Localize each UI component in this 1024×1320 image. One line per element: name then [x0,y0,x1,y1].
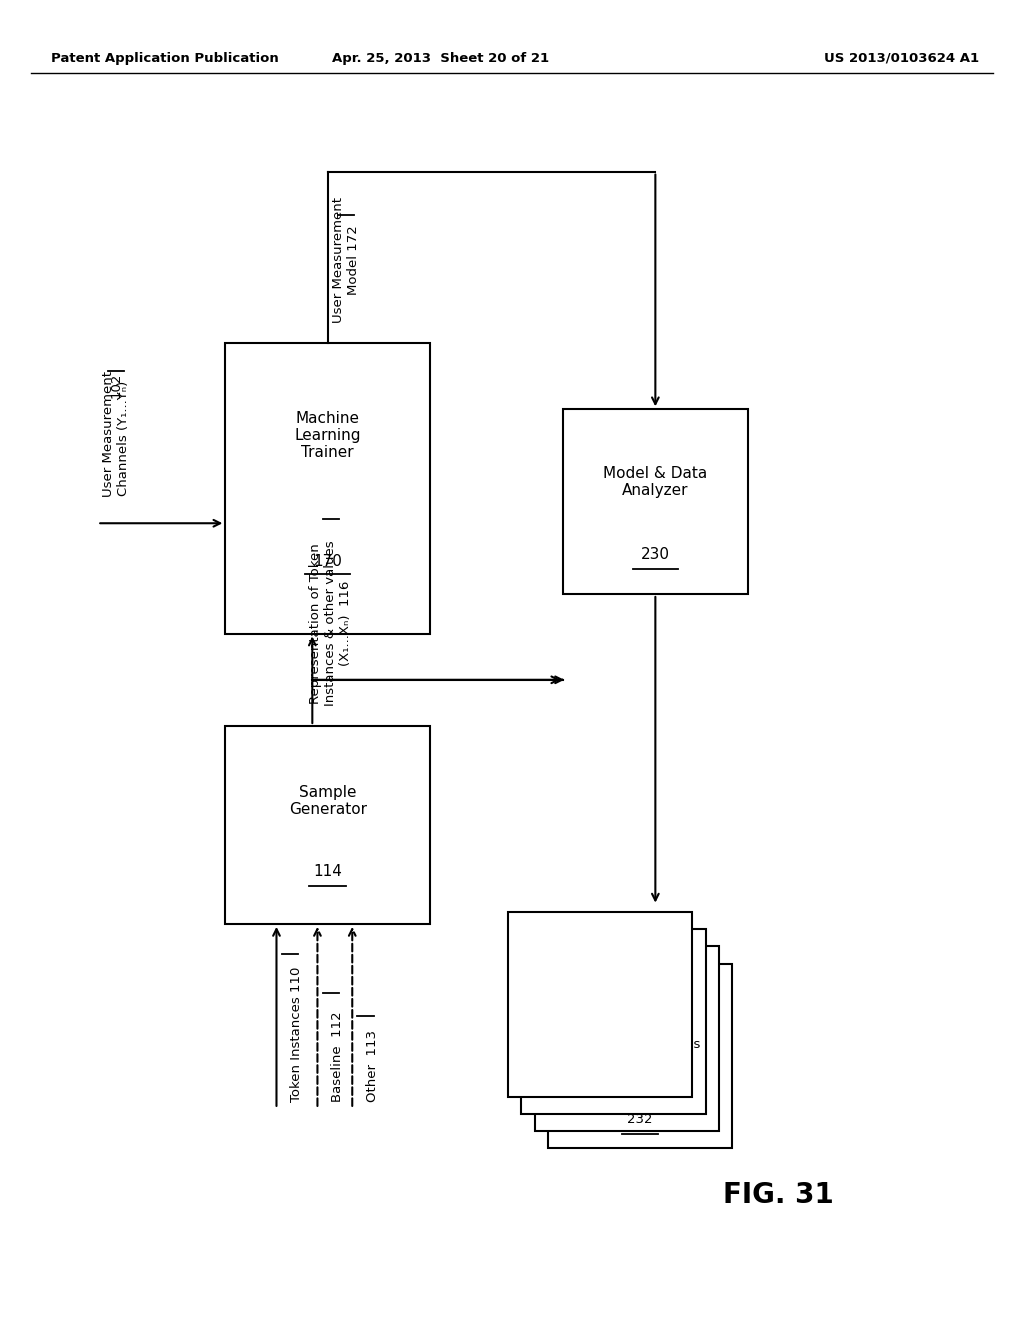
Bar [225,726,430,924]
Bar [521,929,706,1114]
Text: Baseline  112: Baseline 112 [331,1011,344,1102]
Text: User Measurement
Channels (Y₁...Yₙ): User Measurement Channels (Y₁...Yₙ) [101,371,130,496]
Text: Representation of Token
Instances & other values
(X₁...Xₙ)  116: Representation of Token Instances & othe… [309,541,352,706]
Text: Machine
Learning
Trainer: Machine Learning Trainer [295,411,360,461]
Text: Token Instances 110: Token Instances 110 [290,966,303,1102]
Bar [225,343,430,634]
Text: Library of User
Measurement
reaction to Tokens: Library of User Measurement reaction to … [580,1008,700,1051]
Bar [535,946,719,1131]
Text: Sample
Generator: Sample Generator [289,785,367,817]
Text: Apr. 25, 2013  Sheet 20 of 21: Apr. 25, 2013 Sheet 20 of 21 [332,51,549,65]
Text: 232: 232 [628,1113,652,1126]
Bar [508,912,692,1097]
Text: US 2013/0103624 A1: US 2013/0103624 A1 [823,51,979,65]
Text: FIG. 31: FIG. 31 [723,1180,834,1209]
Text: Patent Application Publication: Patent Application Publication [51,51,279,65]
Text: User Measurement
Model 172: User Measurement Model 172 [332,198,360,323]
Bar [563,409,748,594]
Text: 114: 114 [313,863,342,879]
Text: 170: 170 [313,553,342,569]
Text: Model & Data
Analyzer: Model & Data Analyzer [603,466,708,498]
Bar [548,964,732,1148]
Text: 230: 230 [641,546,670,562]
Text: Other  113: Other 113 [366,1030,379,1102]
Text: 102: 102 [110,372,122,397]
